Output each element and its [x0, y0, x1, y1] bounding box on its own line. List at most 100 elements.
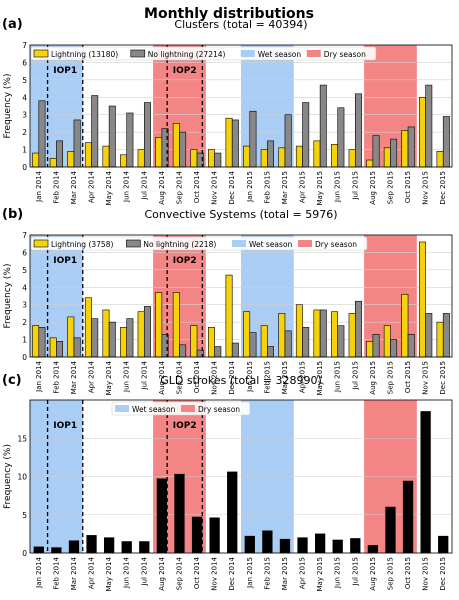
legend-swatch-lightning [33, 239, 49, 248]
y-tick-label: 7 [22, 231, 27, 240]
x-tick-label: Aug 2014 [158, 360, 166, 394]
no-lightning-bar [302, 327, 310, 358]
lightning-bar [418, 241, 426, 358]
lightning-bar [243, 311, 251, 358]
y-tick-label: 5 [22, 76, 27, 85]
x-tick-label: Apr 2014 [88, 170, 96, 203]
panel-a: (a) Clusters (total = 40394) 0 1 2 3 4 5 6 7 IOP1 I… [2, 17, 453, 206]
lightning-bar [401, 130, 409, 168]
y-tick-label: 15 [17, 434, 27, 443]
x-tick-label: Jun 2014 [123, 170, 131, 203]
y-tick-label: 5 [22, 511, 27, 520]
y-tick-label: 0 [22, 353, 27, 362]
x-tick-label: Mar 2015 [281, 171, 289, 204]
gld-bar [279, 538, 291, 554]
legend-label-lightning: Lightning (13180) [51, 50, 118, 59]
x-tick-label: Apr 2015 [299, 361, 307, 393]
legend-box [30, 46, 377, 61]
lightning-bar [120, 154, 128, 168]
no-lightning-bar [354, 93, 362, 168]
x-tick-label: Jan 2014 [35, 556, 43, 588]
no-lightning-bar [38, 100, 46, 168]
x-tick-label: Mar 2014 [70, 170, 78, 204]
legend-swatch-dry-season [181, 405, 195, 412]
x-tick-label: May 2014 [105, 360, 113, 395]
x-tick-label: Oct 2014 [193, 170, 201, 203]
lightning-bar [295, 145, 303, 168]
y-tick-label: 3 [22, 111, 27, 120]
x-tick-label: Oct 2014 [193, 556, 201, 589]
no-lightning-bar [91, 318, 99, 358]
x-tick-label: Jan 2014 [35, 170, 43, 202]
x-tick-label: Jun 2015 [334, 171, 342, 203]
x-tick-label: Mar 2015 [281, 361, 289, 394]
lightning-bar [172, 123, 180, 168]
y-tick-label: 10 [17, 473, 27, 482]
x-tick-label: Sep 2015 [386, 171, 394, 204]
panel-title: Convective Systems (total = 5976) [144, 208, 337, 221]
no-lightning-bar [407, 126, 415, 168]
y-tick-label: 2 [22, 128, 27, 137]
iop-label: IOP2 [173, 256, 197, 266]
lightning-bar [67, 151, 75, 168]
panel-b: (b) Convective Systems (total = 5976) 0 1 2 3… [2, 207, 453, 396]
no-lightning-bar [337, 325, 345, 358]
lightning-bar [207, 327, 215, 358]
legend-label-wet-season: Wet season [249, 240, 293, 249]
gld-bar [244, 535, 255, 554]
x-tick-label: May 2015 [316, 557, 324, 592]
lightning-bar [172, 292, 180, 358]
lightning-bar [102, 309, 110, 358]
x-tick-label: Jan 2015 [246, 171, 254, 203]
lightning-bar [243, 145, 251, 168]
legend-label-wet-season: Wet season [258, 50, 302, 59]
y-tick-label: 2 [22, 318, 27, 327]
panel-title: GLD strokes (total = 328990) [160, 374, 322, 387]
x-tick-label: Jul 2015 [351, 361, 359, 391]
no-lightning-bar [372, 135, 380, 168]
no-lightning-bar [91, 95, 99, 168]
x-tick-label: Nov 2015 [422, 171, 430, 205]
gld-bar [297, 537, 308, 554]
x-tick-label: May 2015 [316, 361, 324, 396]
x-tick-label: Jul 2014 [140, 170, 148, 200]
no-lightning-bar [425, 313, 433, 358]
no-lightning-bar [249, 110, 257, 168]
lightning-bar [278, 313, 286, 358]
no-lightning-bar [231, 342, 239, 358]
y-tick-label: 5 [22, 266, 27, 275]
y-tick-label: 4 [22, 93, 27, 102]
lightning-bar [401, 293, 409, 358]
x-tick-label: Aug 2014 [158, 556, 166, 590]
x-tick-label: Dec 2014 [228, 170, 236, 204]
x-tick-label: Dec 2014 [228, 360, 236, 394]
no-lightning-bar [390, 138, 398, 168]
legend-box [30, 236, 368, 251]
x-tick-label: Nov 2015 [422, 557, 430, 591]
lightning-bar [155, 292, 163, 358]
no-lightning-bar [319, 84, 327, 168]
lightning-bar [32, 152, 40, 168]
legend-label-no-lightning: No lightning (27214) [148, 50, 226, 59]
gld-bar [262, 530, 273, 554]
no-lightning-bar [267, 140, 275, 168]
gld-bar [367, 545, 379, 554]
x-tick-label: Oct 2014 [193, 360, 201, 393]
x-tick-label: Mar 2014 [70, 360, 78, 394]
x-tick-label: Sep 2015 [386, 557, 394, 590]
x-tick-label: Jul 2014 [140, 556, 148, 586]
x-tick-label: May 2014 [105, 170, 113, 205]
lightning-bar [137, 149, 145, 168]
x-tick-label: Dec 2014 [228, 556, 236, 590]
y-tick-label: 4 [22, 283, 27, 292]
x-tick-label: Nov 2014 [211, 170, 219, 204]
lightning-bar [348, 313, 356, 358]
gld-bar [227, 471, 238, 554]
no-lightning-bar [161, 128, 169, 168]
plot-frame [29, 234, 453, 358]
x-tick-label: Sep 2014 [175, 556, 183, 590]
gld-bar [121, 541, 132, 554]
x-tick-label: Apr 2014 [88, 360, 96, 393]
gld-bar [191, 516, 203, 554]
legend-swatch-dry-season [298, 240, 312, 247]
